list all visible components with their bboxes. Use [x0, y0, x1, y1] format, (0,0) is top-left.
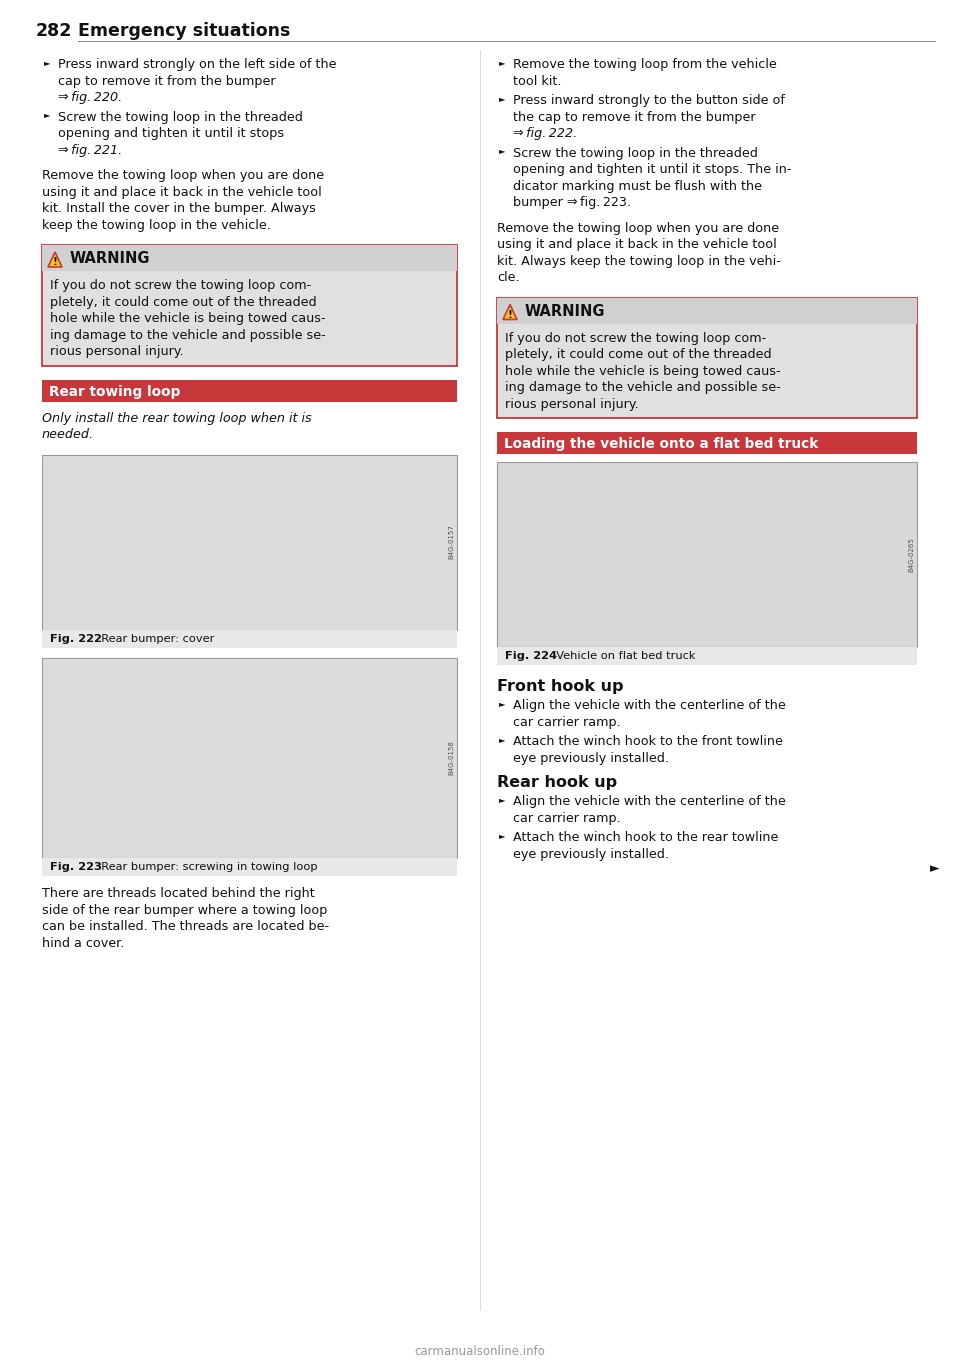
FancyBboxPatch shape — [42, 245, 457, 366]
FancyBboxPatch shape — [42, 245, 457, 271]
Text: kit. Install the cover in the bumper. Always: kit. Install the cover in the bumper. Al… — [42, 201, 316, 215]
Text: Rear bumper: screwing in towing loop: Rear bumper: screwing in towing loop — [94, 862, 318, 871]
Text: car carrier ramp.: car carrier ramp. — [513, 811, 621, 825]
Text: ►: ► — [499, 795, 506, 804]
Text: rious personal injury.: rious personal injury. — [50, 344, 183, 358]
Polygon shape — [503, 305, 517, 320]
Text: There are threads located behind the right: There are threads located behind the rig… — [42, 887, 315, 901]
Text: eye previously installed.: eye previously installed. — [513, 848, 669, 860]
FancyBboxPatch shape — [497, 298, 917, 418]
Text: rious personal injury.: rious personal injury. — [505, 397, 638, 411]
Text: the cap to remove it from the bumper: the cap to remove it from the bumper — [513, 110, 756, 124]
FancyBboxPatch shape — [42, 380, 457, 401]
FancyBboxPatch shape — [497, 298, 917, 324]
FancyBboxPatch shape — [42, 630, 457, 648]
Text: Fig. 222: Fig. 222 — [50, 633, 102, 644]
FancyBboxPatch shape — [42, 657, 457, 857]
Text: tool kit.: tool kit. — [513, 75, 562, 87]
Text: hole while the vehicle is being towed caus-: hole while the vehicle is being towed ca… — [505, 365, 780, 377]
Text: ing damage to the vehicle and possible se-: ing damage to the vehicle and possible s… — [505, 381, 780, 393]
Text: If you do not screw the towing loop com-: If you do not screw the towing loop com- — [50, 279, 311, 293]
Text: B4G-0265: B4G-0265 — [908, 538, 914, 572]
Text: Loading the vehicle onto a flat bed truck: Loading the vehicle onto a flat bed truc… — [504, 437, 818, 450]
FancyBboxPatch shape — [497, 431, 917, 455]
Text: Align the vehicle with the centerline of the: Align the vehicle with the centerline of… — [513, 700, 785, 712]
Text: cle.: cle. — [497, 271, 519, 284]
Text: eye previously installed.: eye previously installed. — [513, 751, 669, 765]
Text: ►: ► — [499, 700, 506, 708]
Text: hole while the vehicle is being towed caus-: hole while the vehicle is being towed ca… — [50, 312, 325, 325]
Text: ►: ► — [499, 94, 506, 103]
Text: ⇒ fig. 221.: ⇒ fig. 221. — [58, 143, 122, 157]
Text: Attach the winch hook to the front towline: Attach the winch hook to the front towli… — [513, 735, 782, 749]
Text: car carrier ramp.: car carrier ramp. — [513, 716, 621, 728]
Text: kit. Always keep the towing loop in the vehi-: kit. Always keep the towing loop in the … — [497, 255, 780, 268]
Text: hind a cover.: hind a cover. — [42, 936, 125, 950]
Text: !: ! — [508, 310, 513, 320]
Text: ing damage to the vehicle and possible se-: ing damage to the vehicle and possible s… — [50, 328, 325, 342]
Text: Front hook up: Front hook up — [497, 679, 623, 694]
Polygon shape — [48, 252, 62, 267]
Text: using it and place it back in the vehicle tool: using it and place it back in the vehicl… — [42, 185, 322, 199]
Text: carmanualsonline.info: carmanualsonline.info — [415, 1345, 545, 1358]
Text: Only install the rear towing loop when it is: Only install the rear towing loop when i… — [42, 411, 312, 425]
Text: ►: ► — [499, 147, 506, 155]
Text: Remove the towing loop from the vehicle: Remove the towing loop from the vehicle — [513, 59, 777, 71]
Text: WARNING: WARNING — [70, 250, 151, 265]
Text: Vehicle on flat bed truck: Vehicle on flat bed truck — [549, 651, 695, 661]
Text: ►: ► — [499, 59, 506, 67]
Text: side of the rear bumper where a towing loop: side of the rear bumper where a towing l… — [42, 904, 327, 917]
Text: pletely, it could come out of the threaded: pletely, it could come out of the thread… — [50, 295, 317, 309]
Text: Attach the winch hook to the rear towline: Attach the winch hook to the rear towlin… — [513, 832, 779, 844]
Text: Press inward strongly on the left side of the: Press inward strongly on the left side o… — [58, 59, 337, 71]
Text: keep the towing loop in the vehicle.: keep the towing loop in the vehicle. — [42, 219, 271, 231]
Text: ►: ► — [499, 735, 506, 744]
Text: !: ! — [53, 257, 58, 267]
Text: ⇒ fig. 222.: ⇒ fig. 222. — [513, 127, 577, 140]
Text: If you do not screw the towing loop com-: If you do not screw the towing loop com- — [505, 332, 766, 344]
Text: Rear hook up: Rear hook up — [497, 774, 617, 789]
Text: Rear bumper: cover: Rear bumper: cover — [94, 633, 214, 644]
Text: pletely, it could come out of the threaded: pletely, it could come out of the thread… — [505, 348, 772, 361]
Text: dicator marking must be flush with the: dicator marking must be flush with the — [513, 180, 762, 192]
Text: bumper ⇒ fig. 223.: bumper ⇒ fig. 223. — [513, 196, 631, 210]
Text: can be installed. The threads are located be-: can be installed. The threads are locate… — [42, 920, 329, 934]
Text: 282: 282 — [36, 22, 72, 39]
Text: Screw the towing loop in the threaded: Screw the towing loop in the threaded — [58, 110, 302, 124]
Text: needed.: needed. — [42, 427, 94, 441]
Text: B4G-0157: B4G-0157 — [448, 524, 454, 559]
Text: ►: ► — [44, 59, 51, 67]
Text: opening and tighten it until it stops: opening and tighten it until it stops — [58, 127, 284, 140]
Text: Remove the towing loop when you are done: Remove the towing loop when you are done — [497, 222, 780, 234]
Text: using it and place it back in the vehicle tool: using it and place it back in the vehicl… — [497, 238, 777, 250]
Text: Fig. 223: Fig. 223 — [50, 862, 102, 871]
FancyBboxPatch shape — [42, 857, 457, 875]
Text: Fig. 224: Fig. 224 — [505, 651, 557, 661]
FancyBboxPatch shape — [42, 455, 457, 630]
Text: cap to remove it from the bumper: cap to remove it from the bumper — [58, 75, 276, 87]
Text: Remove the towing loop when you are done: Remove the towing loop when you are done — [42, 169, 324, 182]
Text: ⇒ fig. 220.: ⇒ fig. 220. — [58, 91, 122, 103]
FancyBboxPatch shape — [497, 646, 917, 666]
Text: Screw the towing loop in the threaded: Screw the towing loop in the threaded — [513, 147, 757, 159]
Text: ►: ► — [499, 832, 506, 840]
Text: Press inward strongly to the button side of: Press inward strongly to the button side… — [513, 94, 785, 108]
Text: B4G-0158: B4G-0158 — [448, 740, 454, 774]
Text: ►: ► — [930, 862, 940, 875]
Text: ►: ► — [44, 110, 51, 120]
Text: opening and tighten it until it stops. The in-: opening and tighten it until it stops. T… — [513, 163, 791, 176]
FancyBboxPatch shape — [497, 461, 917, 646]
Text: Emergency situations: Emergency situations — [78, 22, 290, 39]
Text: Align the vehicle with the centerline of the: Align the vehicle with the centerline of… — [513, 795, 785, 808]
Text: Rear towing loop: Rear towing loop — [49, 385, 180, 399]
Text: WARNING: WARNING — [525, 304, 606, 318]
